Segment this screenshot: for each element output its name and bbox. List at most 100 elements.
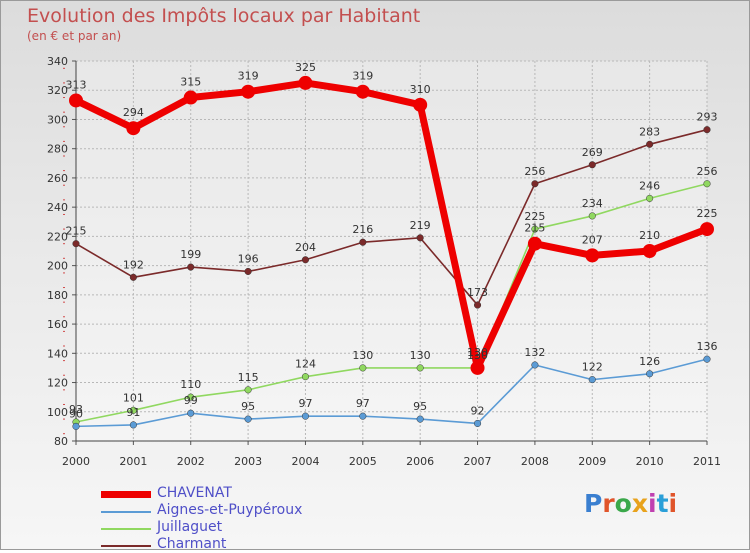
data-point-chavenat	[298, 75, 313, 90]
y-tick-label: 320	[47, 84, 68, 97]
data-point-juillaguet	[301, 373, 310, 381]
data-point-aignes-et-puyperoux	[646, 370, 654, 378]
data-point-aignes-et-puyperoux	[187, 409, 195, 417]
data-point-charmant	[129, 273, 137, 281]
data-point-chavenat	[183, 90, 198, 105]
x-tick-label: 2002	[177, 455, 205, 468]
chart-title: Evolution des Impôts locaux par Habitant	[27, 5, 421, 27]
x-tick-label: 2001	[119, 455, 147, 468]
y-tick-label: 200	[47, 260, 68, 273]
data-labels-layer: 215 192 199 196 204 216 219 173 256 269 283 293 93 10…	[66, 61, 718, 420]
logo-letter: i	[648, 489, 657, 518]
chart-axes: 80 100 120 140 160 180 200 220 240 260 280 300 320 34…	[47, 55, 721, 468]
data-point-aignes-et-puyperoux	[72, 422, 80, 430]
data-label-aignes-et-puyperoux: 95	[413, 400, 427, 413]
data-point-juillaguet	[646, 194, 654, 202]
legend-swatch	[101, 511, 151, 513]
data-point-aignes-et-puyperoux	[244, 415, 252, 423]
data-point-juillaguet	[129, 406, 137, 414]
data-point-charmant	[244, 267, 252, 276]
data-point-charmant	[588, 161, 596, 169]
data-label-chavenat: 315	[180, 76, 201, 89]
data-label-juillaguet: 234	[582, 197, 603, 210]
data-point-chavenat	[470, 360, 485, 375]
data-label-aignes-et-puyperoux: 95	[241, 400, 255, 413]
y-tick-label: 220	[47, 230, 68, 243]
data-point-aignes-et-puyperoux	[359, 412, 367, 420]
y-tick-label: 280	[47, 143, 68, 156]
data-label-chavenat: 313	[66, 78, 87, 91]
data-label-charmant: 293	[697, 111, 718, 124]
data-label-juillaguet: 115	[238, 371, 259, 384]
data-label-aignes-et-puyperoux: 91	[126, 406, 140, 419]
y-tick-label: 260	[47, 172, 68, 185]
data-label-charmant: 204	[295, 241, 316, 254]
data-label-juillaguet: 93	[69, 403, 83, 416]
data-point-chavenat	[527, 236, 542, 251]
data-label-chavenat: 215	[524, 222, 545, 235]
data-point-charmant	[301, 256, 310, 264]
logo-letter: i	[668, 489, 678, 518]
data-label-juillaguet: 130	[352, 349, 373, 362]
data-point-chavenat	[69, 93, 83, 108]
y-tick-label: 340	[47, 55, 68, 68]
data-point-chavenat	[642, 244, 657, 258]
data-point-aignes-et-puyperoux	[301, 412, 310, 420]
plot-area	[76, 61, 707, 441]
legend-label: Aignes-et-Puypéroux	[157, 502, 303, 518]
logo-letter: r	[602, 489, 615, 518]
data-point-aignes-et-puyperoux	[473, 419, 482, 428]
data-point-aignes-et-puyperoux	[531, 361, 539, 369]
data-label-chavenat: 319	[352, 70, 373, 83]
data-label-charmant: 283	[639, 125, 660, 138]
chart-subtitle: (en € et par an)	[27, 29, 122, 43]
data-label-juillaguet: 130	[467, 349, 488, 362]
data-point-charmant	[531, 180, 539, 188]
data-point-chavenat	[700, 222, 714, 237]
data-point-charmant	[416, 234, 424, 242]
data-label-aignes-et-puyperoux: 126	[639, 355, 660, 368]
y-tick-label: 100	[47, 406, 68, 419]
data-label-aignes-et-puyperoux: 122	[582, 361, 603, 374]
data-label-juillaguet: 256	[697, 165, 718, 178]
data-point-juillaguet	[187, 393, 195, 401]
data-label-juillaguet: 124	[295, 358, 316, 371]
y-tick-label: 240	[47, 201, 68, 214]
legend-label: CHAVENAT	[157, 485, 232, 501]
data-label-juillaguet: 110	[180, 378, 201, 391]
data-point-chavenat	[241, 84, 256, 99]
data-label-juillaguet: 101	[123, 391, 144, 404]
x-tick-label: 2009	[578, 455, 606, 468]
x-tick-label: 2005	[349, 455, 377, 468]
data-label-aignes-et-puyperoux: 136	[697, 340, 718, 353]
data-point-chavenat	[585, 248, 600, 263]
x-tick-label: 2010	[636, 455, 664, 468]
data-label-charmant: 215	[66, 225, 87, 238]
data-label-juillaguet: 130	[410, 349, 431, 362]
data-point-chavenat	[413, 97, 428, 112]
data-label-chavenat: 207	[582, 233, 603, 246]
series-line-charmant	[75, 128, 708, 306]
data-label-aignes-et-puyperoux: 97	[356, 397, 370, 410]
data-point-charmant	[473, 301, 482, 309]
data-label-charmant: 269	[582, 146, 603, 159]
data-label-charmant: 196	[238, 252, 259, 265]
data-point-aignes-et-puyperoux	[416, 415, 424, 423]
data-label-charmant: 219	[410, 219, 431, 232]
series-layer	[69, 75, 714, 430]
logo-letter: o	[614, 489, 632, 518]
data-label-charmant: 192	[123, 258, 144, 271]
data-point-charmant	[359, 238, 367, 246]
x-tick-label: 2006	[406, 455, 434, 468]
data-point-chavenat	[126, 121, 141, 136]
data-label-chavenat: 319	[238, 70, 259, 83]
data-label-juillaguet: 246	[639, 179, 660, 192]
series-line-juillaguet	[75, 182, 708, 423]
data-point-aignes-et-puyperoux	[588, 376, 596, 384]
data-label-charmant: 173	[467, 286, 488, 299]
series-line-chavenat	[72, 79, 711, 372]
data-label-charmant: 199	[180, 248, 201, 261]
legend-swatch	[101, 545, 151, 547]
